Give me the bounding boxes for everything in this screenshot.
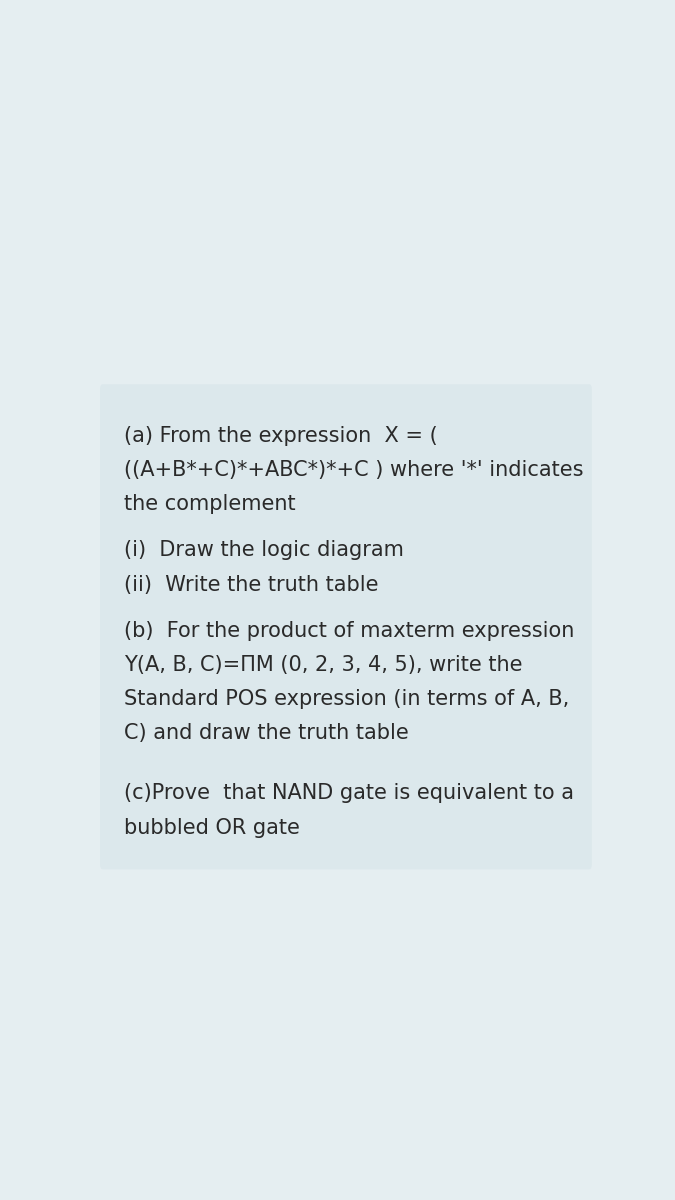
Text: bubbled OR gate: bubbled OR gate xyxy=(124,817,300,838)
Text: (a) From the expression  X = (: (a) From the expression X = ( xyxy=(124,426,437,446)
Text: (ii)  Write the truth table: (ii) Write the truth table xyxy=(124,575,378,594)
Text: Standard POS expression (in terms of A, B,: Standard POS expression (in terms of A, … xyxy=(124,689,569,709)
Text: (i)  Draw the logic diagram: (i) Draw the logic diagram xyxy=(124,540,404,560)
Text: (c)Prove  that NAND gate is equivalent to a: (c)Prove that NAND gate is equivalent to… xyxy=(124,784,574,804)
Text: Y(A, B, C)=ΠM (0, 2, 3, 4, 5), write the: Y(A, B, C)=ΠM (0, 2, 3, 4, 5), write the xyxy=(124,655,522,674)
Text: C) and draw the truth table: C) and draw the truth table xyxy=(124,724,408,743)
Text: ((A+B*+C)*+ABC*)*+C ) where '*' indicates: ((A+B*+C)*+ABC*)*+C ) where '*' indicate… xyxy=(124,460,583,480)
Text: the complement: the complement xyxy=(124,494,295,514)
Text: (b)  For the product of maxterm expression: (b) For the product of maxterm expressio… xyxy=(124,620,574,641)
FancyBboxPatch shape xyxy=(100,384,592,869)
